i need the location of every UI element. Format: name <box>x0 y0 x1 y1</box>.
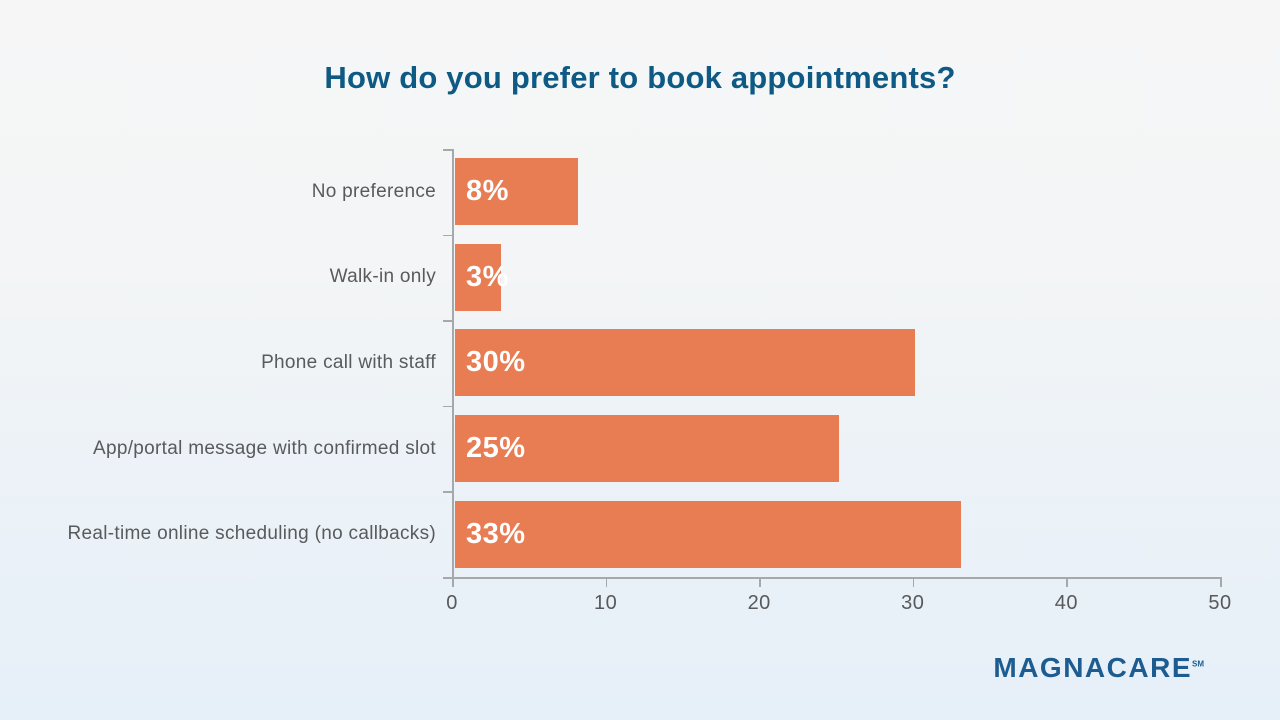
bar-value-label: 30% <box>466 346 526 379</box>
chart-row: Walk-in only 3% <box>0 235 1220 321</box>
chart-row: No preference 8% <box>0 149 1220 235</box>
bar-value-label: 33% <box>466 517 526 550</box>
category-label: App/portal message with confirmed slot <box>93 437 436 459</box>
x-tick-label: 0 <box>446 592 458 614</box>
x-axis-tick <box>605 577 608 587</box>
chart-row: Phone call with staff 30% <box>0 320 1220 406</box>
category-label: Walk-in only <box>329 266 436 288</box>
magnacare-logo-text: MAGNACARE <box>993 652 1192 683</box>
y-axis-tick <box>443 405 453 408</box>
y-axis-tick <box>443 149 453 151</box>
bar-value-label: 8% <box>466 175 509 208</box>
y-axis-tick <box>443 234 453 237</box>
x-axis-tick <box>452 577 454 587</box>
category-label: Real-time online scheduling (no callback… <box>67 523 436 545</box>
bar-track: 3% <box>455 243 1222 311</box>
y-axis-tick <box>443 320 453 322</box>
bar-track: 30% <box>455 329 1222 397</box>
y-axis-line <box>452 149 454 586</box>
bar: 30% <box>455 329 916 397</box>
magnacare-logo: MAGNACARESM <box>993 652 1204 684</box>
chart-row: App/portal message with confirmed slot 2… <box>0 406 1220 492</box>
page-title: How do you prefer to book appointments? <box>324 60 956 95</box>
bar-value-label: 25% <box>466 432 526 465</box>
bar: 33% <box>455 500 962 568</box>
bar: 8% <box>455 158 578 226</box>
bar-value-label: 3% <box>466 260 509 293</box>
x-axis-tick <box>912 577 915 587</box>
chart-row: Real-time online scheduling (no callback… <box>0 491 1220 577</box>
bar-chart: No preference 8% Walk-in only 3% Phone c… <box>0 149 1231 614</box>
service-mark: SM <box>1192 659 1204 669</box>
category-label: Phone call with staff <box>261 351 436 373</box>
x-axis-tick <box>1220 577 1222 587</box>
bar: 25% <box>455 415 839 483</box>
bar-track: 25% <box>455 415 1222 483</box>
y-axis-tick <box>443 491 453 493</box>
bar-track: 33% <box>455 500 1222 568</box>
x-tick-label: 50 <box>1208 592 1232 614</box>
x-axis-labels: 0 10 20 30 40 50 <box>446 592 1231 618</box>
x-tick-label: 10 <box>593 592 618 614</box>
x-axis-tick <box>1066 577 1068 587</box>
chart-rows: No preference 8% Walk-in only 3% Phone c… <box>0 149 1220 577</box>
y-axis-tick <box>443 577 453 579</box>
x-tick-label: 30 <box>901 592 925 614</box>
x-axis-line <box>452 577 1220 579</box>
bar-track: 8% <box>455 158 1222 226</box>
bar: 3% <box>455 243 508 311</box>
x-axis-tick <box>759 577 761 587</box>
x-tick-label: 20 <box>747 592 771 614</box>
category-label: No preference <box>311 180 436 202</box>
x-tick-label: 40 <box>1054 592 1079 614</box>
